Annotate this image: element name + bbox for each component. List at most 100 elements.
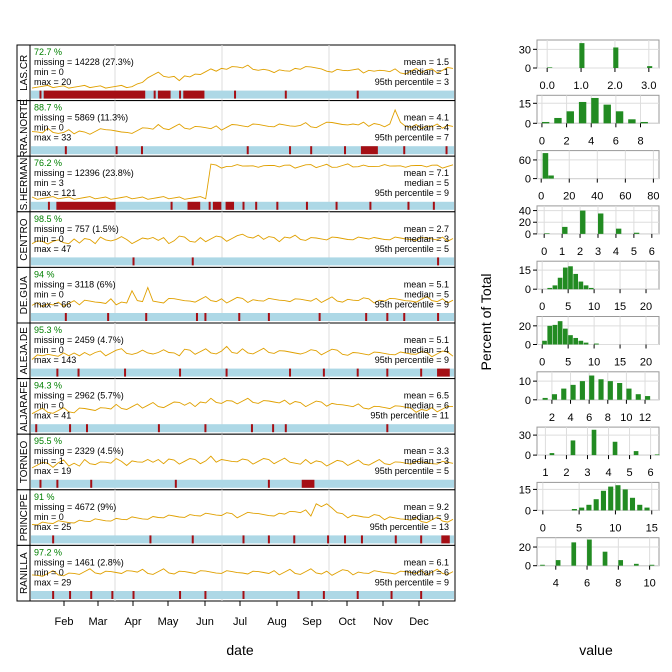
histogram-y-tick-label: 0 <box>525 450 531 462</box>
histogram-las-cr: 0 30 0.0 1.0 2.0 3.0 <box>519 39 660 92</box>
series-line <box>31 568 454 577</box>
histogram-x-tick-label: 2 <box>563 467 569 479</box>
missing-count: missing = 2459 (4.7%) <box>34 335 124 345</box>
month-label: Feb <box>55 616 74 628</box>
histogram-bar <box>580 210 586 234</box>
series-line <box>31 455 454 469</box>
mean-value: mean = 5.1 <box>404 279 449 289</box>
histogram-bar <box>566 111 574 124</box>
missing-tick <box>124 368 127 377</box>
min-value: min = 0 <box>34 289 64 299</box>
min-value: min = 0 <box>34 401 64 411</box>
histogram-y-tick-label: 0 <box>525 340 531 352</box>
median-value: median = 6 <box>404 567 449 577</box>
availability-bar <box>31 146 454 155</box>
percentile-value: 95th percentile = 9 <box>375 188 449 198</box>
max-value: max = 121 <box>34 188 76 198</box>
percent-available: 76.2 % <box>34 158 62 168</box>
histogram-bar <box>578 281 584 290</box>
missing-tick <box>179 368 182 377</box>
mean-value: mean = 6.1 <box>404 557 449 567</box>
panel-principe: PRINCIPE 91 %missing = 4672 (9%)min = 0ma… <box>16 489 456 546</box>
histogram-x-tick-label: 10 <box>588 357 600 369</box>
histogram-x-tick-label: 3 <box>584 467 590 479</box>
missing-tick <box>386 313 389 321</box>
max-value: max = 66 <box>34 299 71 309</box>
histogram-x-tick-label: 4 <box>605 467 611 479</box>
histogram-x-tick-label: 0 <box>538 191 544 203</box>
month-label: Aug <box>267 616 287 628</box>
panel-centro: CENTRO 98.5 %missing = 757 (1.5%)min = 0m… <box>16 211 456 268</box>
missing-tick <box>432 201 435 210</box>
histogram-x-tick-label: 5 <box>565 357 571 369</box>
min-value: min = 0 <box>34 123 64 133</box>
missing-tick <box>272 424 275 433</box>
missing-tick <box>64 313 67 321</box>
mean-value: mean = 5.1 <box>404 335 449 345</box>
missing-tick <box>191 535 194 544</box>
histogram-ranilla: 0 20 4 6 8 10 <box>519 537 660 590</box>
median-value: median = 4 <box>404 123 449 133</box>
missing-tick <box>90 479 93 488</box>
histogram-bar <box>628 119 636 124</box>
series-line <box>31 503 454 526</box>
histogram-x-tick-label: 0 <box>539 301 545 313</box>
missing-tick <box>145 313 148 321</box>
panel-s-herman: S.HERMAN 76.2 %missing = 12396 (23.8%)min… <box>16 155 456 213</box>
histogram-bar <box>591 429 597 456</box>
missing-tick <box>111 591 114 599</box>
histogram-bar <box>598 213 604 234</box>
histogram-bar <box>588 287 594 290</box>
missing-tick <box>149 535 152 544</box>
histogram-bar <box>542 340 547 345</box>
missing-tick <box>132 257 135 266</box>
max-value: max = 19 <box>34 466 71 476</box>
percentile-value: 95th percentile = 11 <box>370 411 449 421</box>
missing-tick <box>64 146 67 155</box>
month-label: Nov <box>373 616 393 628</box>
missing-tick <box>403 146 406 155</box>
missing-tick <box>77 368 80 377</box>
histogram-bar <box>607 381 613 400</box>
missing-tick <box>238 313 241 321</box>
histogram-y-axis-label: Percent of Total <box>478 273 494 370</box>
histogram-x-tick-label: 10 <box>620 412 632 424</box>
missing-tick <box>318 313 321 321</box>
histogram-x-tick-label: 40 <box>591 191 603 203</box>
month-label: Oct <box>338 616 355 628</box>
histogram-bar <box>562 226 568 234</box>
histogram-bar <box>540 564 545 566</box>
histogram-bar <box>602 551 608 566</box>
histogram-bar <box>570 440 576 456</box>
missing-tick <box>140 146 143 155</box>
histogram-bar <box>552 324 558 345</box>
histogram-bar <box>562 328 568 345</box>
histogram-x-tick-label: 0.0 <box>540 80 555 92</box>
strip-label: S.HERMAN <box>19 158 30 211</box>
histogram-y-tick-label: 30 <box>519 430 531 442</box>
missing-count: missing = 5869 (11.3%) <box>34 113 128 123</box>
availability-bar <box>31 479 454 488</box>
month-label: Jun <box>196 616 214 628</box>
missing-tick <box>174 479 177 488</box>
missing-tick <box>52 535 55 544</box>
histogram-x-tick-label: 2 <box>577 246 583 258</box>
histogram-bar <box>615 111 624 124</box>
strip-label: ALEJA.DE <box>19 327 30 375</box>
median-value: median = 1 <box>404 67 449 77</box>
missing-tick <box>344 535 347 544</box>
percent-available: 88.7 % <box>34 103 62 113</box>
histogram-x-tick-label: 8 <box>605 412 611 424</box>
histogram-bar <box>618 560 624 566</box>
histogram-bar <box>591 97 599 124</box>
month-label: Mar <box>89 616 108 628</box>
histogram-torneo: 0 30 1 2 3 4 5 6 <box>519 426 660 479</box>
histogram-bar <box>640 121 648 124</box>
histogram-bar <box>554 117 562 124</box>
histogram-x-tick-label: 60 <box>619 191 631 203</box>
missing-tick <box>356 90 359 99</box>
percent-available: 91 % <box>34 492 55 502</box>
histogram-x-tick-label: 6 <box>648 467 654 479</box>
missing-tick <box>115 146 118 155</box>
